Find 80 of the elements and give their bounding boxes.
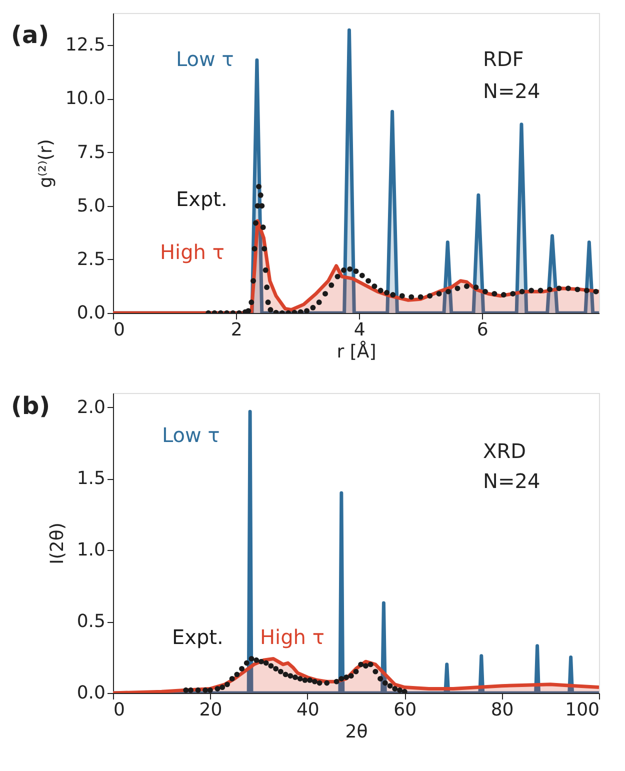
y-tick-label: 1.5 <box>76 468 106 490</box>
annotation: N=24 <box>483 79 540 103</box>
series-label: Expt. <box>176 187 228 211</box>
point <box>378 676 384 682</box>
point <box>268 663 274 669</box>
point <box>334 678 340 684</box>
point <box>353 668 359 674</box>
x-tick-label: 20 <box>199 700 222 720</box>
y-tick-label: 0.5 <box>76 611 106 632</box>
y-tick-label: 2.5 <box>76 248 106 270</box>
x-tick-label: 80 <box>490 700 514 720</box>
y-axis-title: g⁽²⁾(r) <box>35 139 56 188</box>
point <box>397 687 402 693</box>
x-tick-label: 6 <box>476 320 488 340</box>
annotation: N=24 <box>483 469 540 493</box>
x-axis-title: r [Å] <box>336 340 376 362</box>
x-tick-label: 4 <box>354 320 366 340</box>
point <box>368 662 374 668</box>
point <box>278 668 284 674</box>
x-axis-title: 2θ <box>345 722 368 742</box>
point <box>297 676 303 682</box>
text: (b) <box>11 392 50 420</box>
annotation: RDF <box>483 47 524 71</box>
point <box>344 674 350 680</box>
point <box>324 680 330 686</box>
point <box>239 666 245 672</box>
point <box>382 680 388 686</box>
x-tick-label: 40 <box>296 700 320 720</box>
point <box>244 660 250 666</box>
y-tick-label: 12.5 <box>65 34 106 56</box>
point <box>214 686 220 692</box>
x-tick-label: 60 <box>394 700 417 720</box>
point <box>402 688 408 693</box>
point <box>387 683 393 689</box>
x-tick-label: 100 <box>565 700 600 720</box>
point <box>273 666 279 672</box>
y-tick-label: 1.0 <box>76 540 106 561</box>
point <box>207 687 213 693</box>
y-axis-title: I(2θ) <box>46 522 68 564</box>
text: (a) <box>11 21 50 49</box>
point <box>348 673 354 679</box>
point <box>229 676 235 682</box>
point <box>183 687 189 693</box>
point <box>316 680 322 686</box>
series-label: High τ <box>160 240 224 264</box>
y-tick-label: 0.0 <box>76 682 106 704</box>
series-label: Expt. <box>172 625 224 649</box>
y-tick-label: 0.0 <box>76 302 106 324</box>
x-tick-label: 0 <box>114 700 125 720</box>
point <box>258 658 264 664</box>
point <box>234 672 240 678</box>
point <box>202 687 208 693</box>
y-tick-label: 5.0 <box>76 195 106 216</box>
point <box>372 668 378 674</box>
series-label: Low τ <box>162 423 220 447</box>
series-label: High τ <box>260 625 324 649</box>
point <box>220 684 226 690</box>
point <box>312 678 318 684</box>
point <box>302 677 308 683</box>
x-tick-label: 2 <box>230 320 242 340</box>
point <box>292 674 298 680</box>
y-tick-label: 2.0 <box>76 396 106 418</box>
point <box>188 687 194 693</box>
point <box>282 672 288 678</box>
series-label: Low τ <box>176 47 234 71</box>
point <box>362 663 368 669</box>
point <box>358 662 364 668</box>
y-tick-label: 7.5 <box>76 142 106 163</box>
point <box>288 673 294 679</box>
point <box>195 687 201 693</box>
point <box>263 660 269 666</box>
point <box>307 677 313 683</box>
point <box>248 656 254 662</box>
point <box>254 657 260 663</box>
point <box>392 686 398 692</box>
point <box>224 682 230 688</box>
point <box>338 676 344 682</box>
annotation: XRD <box>483 439 526 463</box>
x-tick-label: 0 <box>114 320 125 340</box>
y-tick-label: 10.0 <box>65 88 106 110</box>
